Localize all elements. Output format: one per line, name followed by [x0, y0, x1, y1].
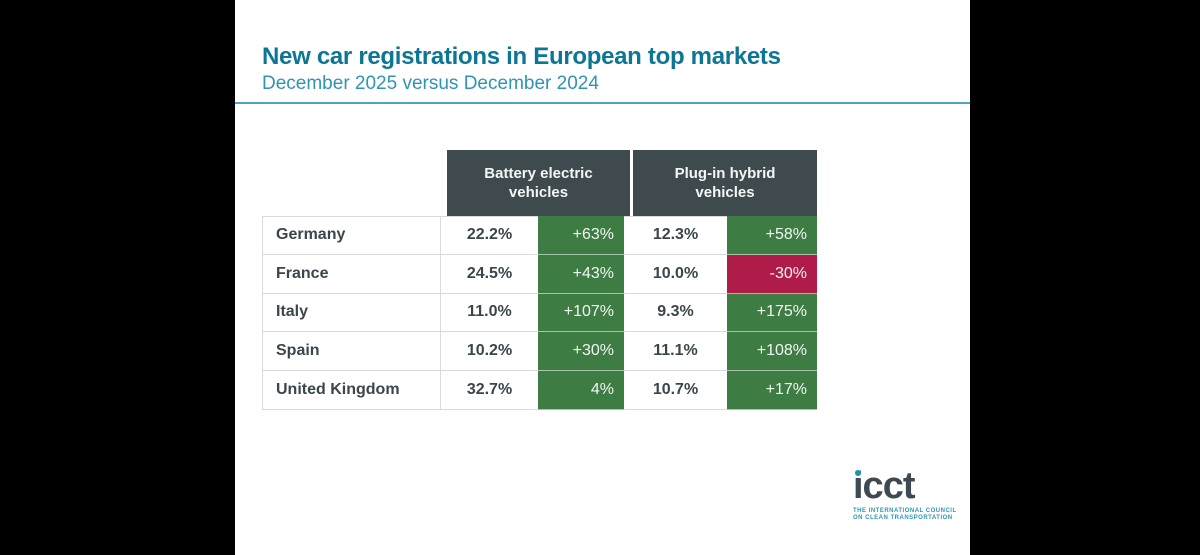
bev-share-value: 22.2%: [440, 216, 538, 255]
table-row-france: France 24.5% +43% 10.0% -30%: [262, 254, 817, 294]
page-subtitle: December 2025 versus December 2024: [262, 73, 599, 94]
country-label: France: [262, 254, 440, 294]
icct-i-dot-ring-icon: [855, 470, 861, 476]
table-row-spain: Spain 10.2% +30% 11.1% +108%: [262, 332, 817, 372]
phev-change-badge: +108%: [727, 332, 817, 372]
country-label: Italy: [262, 293, 440, 333]
phev-share-value: 9.3%: [624, 293, 727, 333]
phev-share-value: 11.1%: [624, 332, 727, 372]
bev-change-badge: +30%: [538, 332, 624, 372]
icct-tagline-line2: ON CLEAN TRANSPORTATION: [853, 515, 953, 521]
icct-logo: icct THE INTERNATIONAL COUNCIL ON CLEAN …: [853, 466, 963, 522]
bev-change-badge: +63%: [538, 216, 624, 255]
bev-change-badge: +43%: [538, 254, 624, 294]
phev-change-badge: +58%: [727, 216, 817, 255]
phev-share-value: 10.0%: [624, 254, 727, 294]
divider-line: [235, 102, 970, 104]
phev-change-badge: +17%: [727, 371, 817, 410]
icct-wordmark: icct: [853, 466, 963, 506]
icct-tagline: THE INTERNATIONAL COUNCIL ON CLEAN TRANS…: [853, 508, 963, 522]
phev-change-badge: +175%: [727, 293, 817, 333]
country-label: United Kingdom: [262, 371, 440, 410]
phev-change-badge: -30%: [727, 254, 817, 294]
table-body: Germany 22.2% +63% 12.3% +58% France 24.…: [262, 216, 817, 410]
country-label: Spain: [262, 332, 440, 372]
bev-change-badge: +107%: [538, 293, 624, 333]
column-header-phev: Plug-in hybrid vehicles: [633, 150, 817, 216]
phev-share-value: 10.7%: [624, 371, 727, 410]
icct-tagline-line1: THE INTERNATIONAL COUNCIL: [853, 508, 957, 514]
bev-share-value: 32.7%: [440, 371, 538, 410]
icct-wordmark-text: icct: [853, 465, 915, 507]
table-row-united-kingdom: United Kingdom 32.7% 4% 10.7% +17%: [262, 371, 817, 410]
bev-share-value: 11.0%: [440, 293, 538, 333]
page-title: New car registrations in European top ma…: [262, 43, 781, 70]
bev-change-badge: 4%: [538, 371, 624, 410]
bev-share-value: 10.2%: [440, 332, 538, 372]
bev-share-value: 24.5%: [440, 254, 538, 294]
phev-share-value: 12.3%: [624, 216, 727, 255]
country-label: Germany: [262, 216, 440, 255]
table-row-italy: Italy 11.0% +107% 9.3% +175%: [262, 293, 817, 333]
table-row-germany: Germany 22.2% +63% 12.3% +58%: [262, 216, 817, 255]
infographic-card: New car registrations in European top ma…: [235, 0, 970, 555]
column-header-bev: Battery electric vehicles: [447, 150, 630, 216]
